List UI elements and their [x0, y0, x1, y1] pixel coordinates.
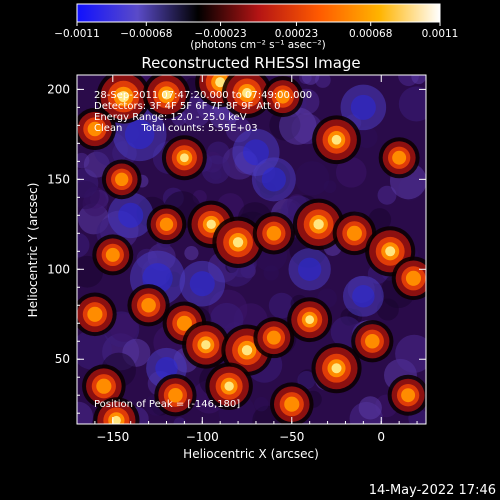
timestamp: 14-May-2022 17:46: [369, 483, 496, 498]
negative-region-core: [118, 202, 144, 228]
mottle-blob: [355, 126, 378, 149]
emission-source: [378, 137, 420, 179]
chart-title: Reconstructed RHESSI Image: [141, 54, 360, 72]
x-tick-label: −150: [96, 430, 129, 444]
colorbar-ticks: −0.0011 −0.00068 −0.00023 0.00023 0.00068 0.0…: [54, 22, 458, 40]
negative-region-core: [124, 119, 155, 150]
emission-source: [262, 76, 304, 118]
emission-source: [312, 115, 361, 165]
mottle-blob: [201, 155, 231, 184]
mottle-blob: [411, 75, 426, 85]
negative-region-core: [298, 257, 322, 281]
emission-source: [142, 75, 191, 119]
negative-region-core: [189, 271, 215, 297]
mottle-blob: [297, 370, 316, 390]
colorbar-unit-label: (photons cm⁻² s⁻¹ asec⁻²): [190, 39, 325, 51]
mottle-blob: [376, 298, 399, 321]
mottle-blob: [184, 246, 199, 261]
emission-source: [221, 75, 273, 119]
emission-source: [96, 75, 151, 124]
mottle-blob: [254, 396, 269, 412]
emission-source: [332, 211, 377, 256]
y-axis-label: Heliocentric Y (arcsec): [26, 183, 40, 318]
emission-source: [77, 292, 117, 337]
emission-source: [391, 256, 426, 301]
mottle-blob: [377, 185, 397, 205]
y-axis: 50 100 150 200: [47, 82, 426, 414]
emission-sources: [77, 75, 426, 424]
emission-source: [93, 397, 140, 424]
mottle-blob: [77, 329, 112, 370]
negative-region-core: [350, 94, 376, 120]
emission-source: [154, 374, 197, 417]
emission-source: [387, 374, 426, 416]
mottle-blob: [398, 86, 426, 122]
emission-source: [92, 234, 134, 276]
colorbar-gradient: [76, 3, 441, 23]
emission-source: [311, 343, 362, 394]
colorbar: −0.0011 −0.00068 −0.00023 0.00023 0.00068 0.0…: [54, 3, 458, 51]
mottle-blob: [77, 232, 90, 258]
info-annotations: 28-Sep-2011 07:47:20.000 to 07:49:00.000…: [94, 90, 312, 410]
colorbar-tick-label: −0.00068: [120, 28, 172, 40]
emission-source: [205, 362, 253, 410]
mottle-blob: [335, 157, 367, 188]
annotation-clean-counts: Clean Total counts: 5.55E+03: [94, 123, 258, 134]
peak-position-label: Position of Peak = [-146,180]: [94, 399, 240, 410]
annotation-detectors: Detectors: 3F 4F 5F 6F 7F 8F 9F Att 0: [94, 101, 280, 112]
mottle-blob: [279, 107, 317, 145]
emission-source: [269, 382, 314, 424]
emission-source: [101, 159, 142, 200]
x-tick-label: 0: [377, 430, 385, 444]
colorbar-tick-label: −0.00023: [194, 28, 246, 40]
negative-region-core: [261, 167, 286, 192]
emission-source: [182, 321, 230, 369]
emission-source: [82, 364, 126, 409]
negative-region-core: [242, 139, 269, 166]
plot-frame: [76, 74, 427, 425]
emission-source: [77, 107, 117, 151]
x-tick-label: −50: [279, 430, 304, 444]
emission-source: [292, 198, 345, 251]
emission-source: [253, 317, 295, 359]
y-tick-label: 200: [47, 82, 70, 96]
emission-source: [252, 212, 296, 255]
x-tick-label: −100: [186, 430, 219, 444]
negative-region-core: [155, 357, 178, 380]
colorbar-tick-label: 0.0011: [422, 28, 459, 40]
emission-source: [127, 284, 170, 327]
y-tick-label: 100: [47, 262, 70, 276]
colorbar-tick-label: −0.0011: [54, 28, 100, 40]
mottle-blob: [295, 161, 330, 196]
mottle-blob: [173, 417, 186, 424]
emission-source: [287, 297, 333, 343]
negative-region-core: [352, 285, 375, 308]
emission-source: [161, 135, 207, 181]
x-axis-label: Heliocentric X (arcsec): [183, 447, 319, 461]
colorbar-tick-label: 0.00068: [349, 28, 392, 40]
y-tick-label: 150: [47, 172, 70, 186]
mottle-blob: [301, 75, 320, 85]
mottle-blob: [395, 334, 426, 373]
x-axis: −150 −100 −50 0: [76, 75, 418, 444]
mottle-blob: [77, 180, 100, 210]
colorbar-tick-label: 0.00023: [275, 28, 318, 40]
mottle-blob: [109, 313, 139, 342]
emission-source: [212, 216, 264, 269]
y-tick-label: 50: [55, 352, 70, 366]
mottle-blob: [77, 401, 94, 424]
heatmap-image: [77, 75, 426, 424]
emission-source: [351, 320, 394, 363]
annotation-time-range: 28-Sep-2011 07:47:20.000 to 07:49:00.000: [94, 90, 312, 101]
emission-source: [146, 204, 187, 245]
annotation-energy-range: Energy Range: 12.0 - 25.0 keV: [94, 112, 247, 123]
mottle-blob: [268, 292, 295, 319]
mottle-blob: [358, 396, 382, 420]
